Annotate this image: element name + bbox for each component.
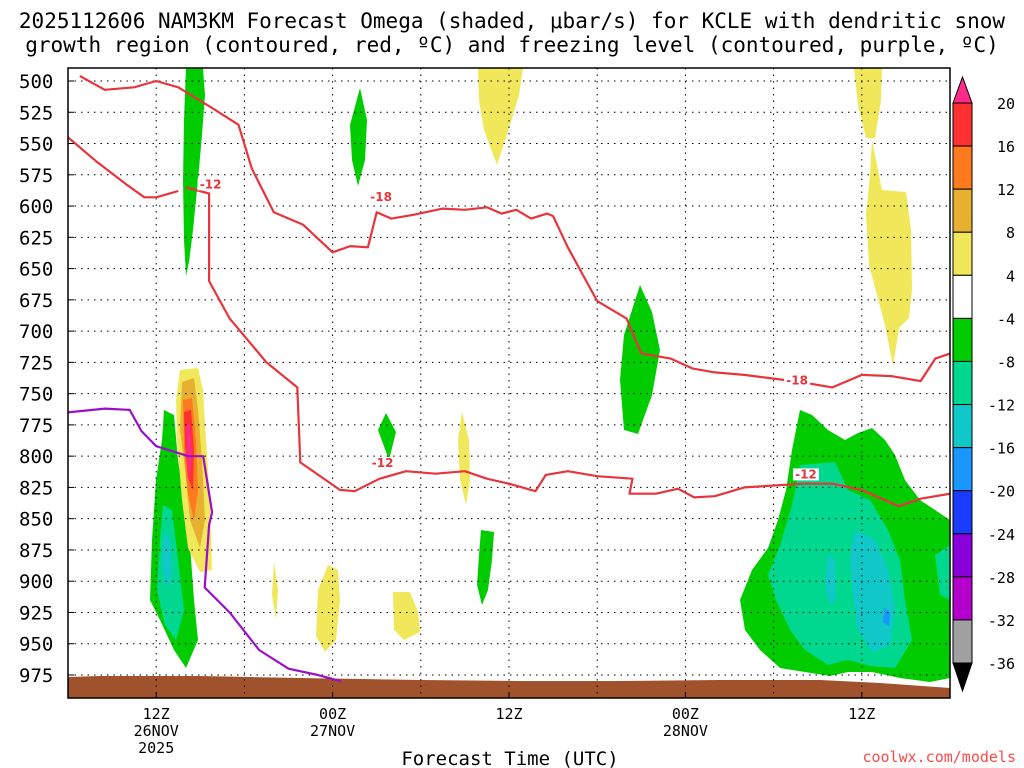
colorbar-swatch	[952, 188, 973, 233]
colorbar-swatch	[952, 576, 973, 621]
x-axis-title: Forecast Time (UTC)	[401, 748, 618, 768]
omega-shade-left-cyan	[162, 530, 172, 590]
colorbar-swatch	[952, 274, 973, 319]
omega-shade-right-cyan-small	[825, 555, 836, 605]
y-tick-label: 775	[19, 415, 53, 437]
colorbar-label: -28	[988, 569, 1015, 587]
contour-line	[68, 136, 179, 199]
x-tick-label: 00Z	[319, 705, 346, 723]
y-tick-label: 825	[19, 477, 53, 499]
y-tick-label: 675	[19, 290, 53, 312]
omega-shade-green-small	[378, 413, 396, 460]
contour-label-bg	[197, 178, 224, 191]
omega-shade-left-pink	[186, 424, 192, 482]
x-tick-label: 12Z	[495, 705, 522, 723]
y-axis: 500 525 550 575 600 625 650 675 700 725 750 775 800 8…	[19, 71, 74, 687]
grid-lines	[68, 68, 950, 698]
colorbar-top-arrow	[952, 75, 973, 104]
y-tick-label: 975	[19, 665, 53, 687]
y-tick-label: 725	[19, 352, 53, 374]
colorbar-bottom-arrow	[952, 662, 973, 693]
colorbar-label: 16	[997, 138, 1015, 156]
y-tick-label: 925	[19, 602, 53, 624]
y-tick-label: 550	[19, 134, 53, 156]
x-tick-label: 27NOV	[310, 722, 355, 740]
x-tick-label: 26NOV	[134, 722, 179, 740]
omega-shade-green-lower-small	[477, 530, 494, 605]
x-tick-label: 28NOV	[663, 722, 708, 740]
y-tick-label: 850	[19, 509, 53, 531]
contour-label-bg	[369, 457, 396, 470]
contour-label-bg	[784, 374, 811, 387]
contour-line	[185, 186, 950, 508]
colorbar-label: -24	[988, 526, 1015, 544]
x-tick-label: 2025	[138, 739, 174, 757]
contour-label-bg	[368, 190, 395, 203]
colorbar-label: 20	[997, 95, 1015, 113]
x-tick-label: 12Z	[143, 705, 170, 723]
colorbar-swatch	[952, 447, 973, 492]
credit-text: coolwx.com/models	[862, 748, 1016, 766]
y-tick-label: 900	[19, 571, 53, 593]
colorbar-swatch	[952, 145, 973, 190]
y-tick-label: 575	[19, 165, 53, 187]
omega-shading	[150, 68, 950, 682]
y-tick-label: 525	[19, 102, 53, 124]
y-tick-label: 625	[19, 227, 53, 249]
colorbar-label: -8	[997, 353, 1015, 371]
y-tick-label: 500	[19, 71, 53, 93]
colorbar-label: -32	[988, 612, 1015, 630]
y-tick-label: 750	[19, 384, 53, 406]
omega-shade-yellow-blob-1	[316, 565, 340, 652]
contour-label: -18	[786, 374, 808, 388]
colorbar-swatch	[952, 490, 973, 535]
omega-shade-yellow-tiny	[272, 562, 278, 620]
colorbar-label: 4	[1006, 267, 1015, 285]
colorbar-label: 12	[997, 181, 1015, 199]
x-tick-label: 00Z	[672, 705, 699, 723]
x-tick-label: 12Z	[848, 705, 875, 723]
chart-title-line-1: 2025112606 NAM3KM Forecast Omega (shaded…	[19, 9, 1006, 33]
colorbar: 20 16 12 8 4 -4 -8 -12 -16 -20 -24 -28 -32 -36	[952, 75, 1015, 693]
chart-title-line-2: growth region (contoured, red, ºC) and f…	[25, 33, 999, 57]
colorbar-swatch	[952, 619, 973, 664]
colorbar-label: 8	[1006, 224, 1015, 242]
contour-label: -18	[370, 190, 392, 204]
colorbar-swatch	[952, 102, 973, 147]
colorbar-swatch	[952, 404, 973, 449]
omega-shade-yellow-blob-2	[393, 592, 420, 640]
colorbar-label: -4	[997, 310, 1015, 328]
y-tick-label: 800	[19, 446, 53, 468]
contour-label: -12	[200, 177, 222, 191]
contour-label: -12	[372, 456, 394, 470]
colorbar-label: -12	[988, 397, 1015, 415]
contour-label-bg	[792, 468, 819, 481]
y-tick-label: 950	[19, 634, 53, 656]
contour-line	[68, 407, 342, 683]
omega-shade-green-column	[183, 68, 205, 276]
colorbar-swatch	[952, 231, 973, 276]
omega-shade-yellow-right-mid	[866, 140, 912, 366]
omega-shade-right-teal-2	[935, 545, 950, 600]
colorbar-label: -36	[988, 655, 1015, 673]
colorbar-swatch	[952, 533, 973, 578]
omega-shade-yellow-top	[478, 68, 523, 165]
omega-shade-green-oval	[620, 285, 660, 434]
colorbar-swatch	[952, 360, 973, 406]
y-tick-label: 650	[19, 259, 53, 281]
colorbar-swatch	[952, 317, 973, 362]
y-tick-label: 600	[19, 196, 53, 218]
y-tick-label: 700	[19, 321, 53, 343]
colorbar-label: -20	[988, 483, 1015, 501]
omega-shade-yellow-right-top	[854, 68, 882, 138]
y-tick-label: 875	[19, 540, 53, 562]
omega-shade-yellow-sliver	[458, 412, 470, 505]
contour-label: -12	[795, 467, 817, 481]
contour-labels: -12 -18 -12 -12 -18	[197, 177, 819, 481]
colorbar-label: -16	[988, 440, 1015, 458]
